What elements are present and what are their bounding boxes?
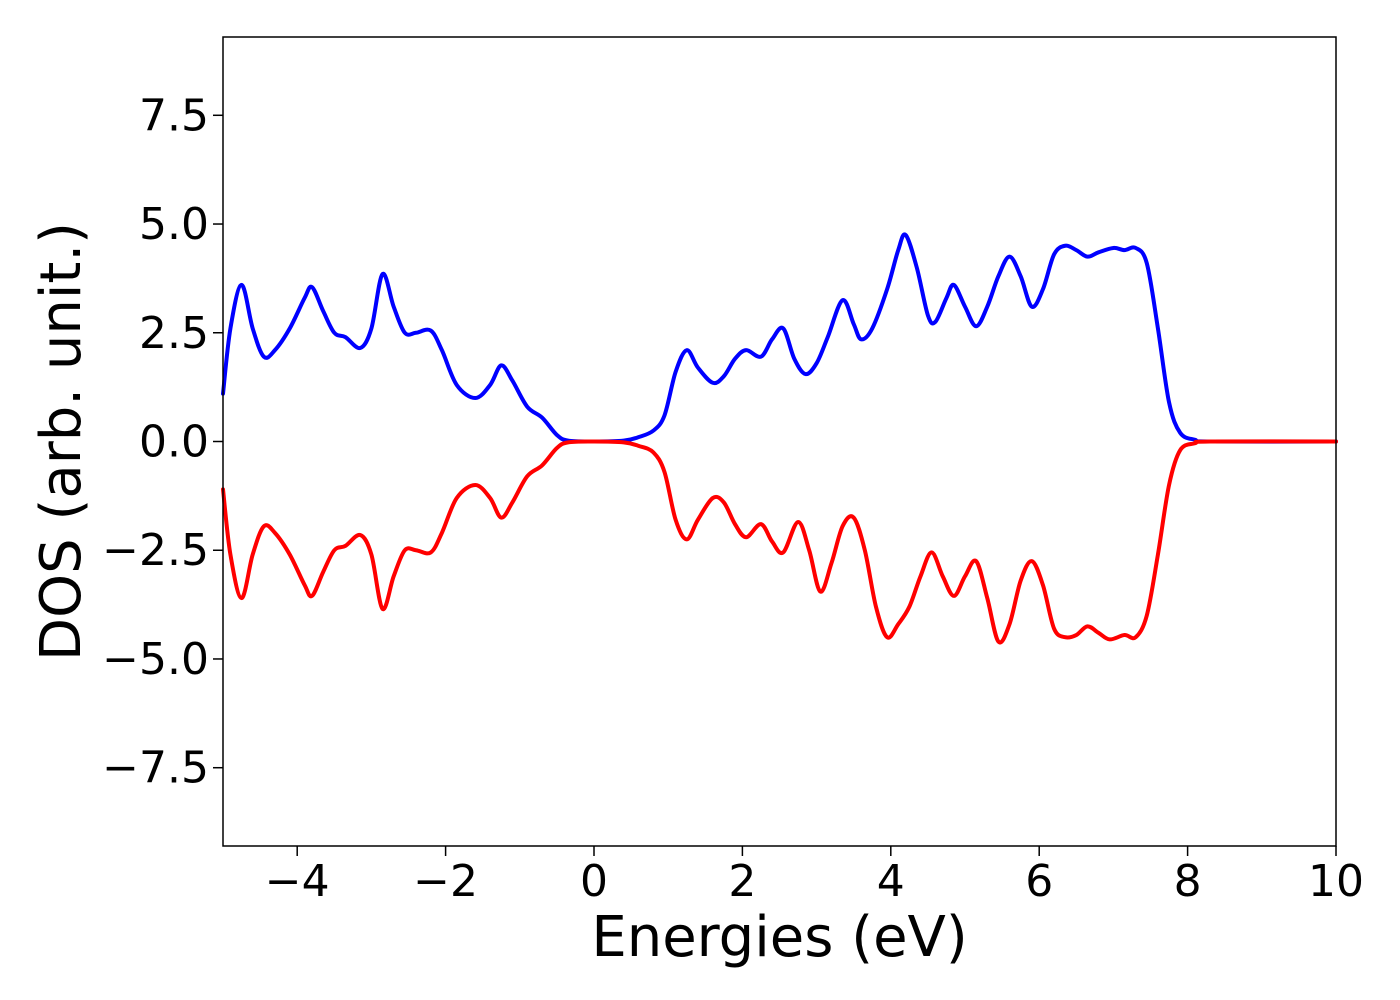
dos-series-line-2 (221, 439, 1338, 645)
x-tick-label: 6 (1025, 856, 1053, 907)
x-axis-ticks: −4 −2 0 2 4 6 8 10 (265, 846, 1364, 907)
x-tick-label: 0 (580, 856, 608, 907)
y-tick-label: 5.0 (139, 199, 209, 250)
x-tick-label: 2 (728, 856, 756, 907)
x-tick-label: 8 (1174, 856, 1202, 907)
x-tick-label: −4 (265, 856, 330, 907)
y-tick-label: 2.5 (139, 308, 209, 359)
x-tick-label: −2 (413, 856, 478, 907)
y-axis-label: DOS (arb. unit.) (29, 222, 94, 661)
y-tick-label: −7.5 (102, 743, 209, 794)
dos-series-line-1 (221, 232, 1338, 444)
y-tick-label: −5.0 (102, 634, 209, 685)
series-layer (221, 232, 1338, 645)
x-axis-label: Energies (eV) (591, 905, 967, 970)
x-tick-label: 4 (877, 856, 905, 907)
x-tick-label: 10 (1308, 856, 1364, 907)
y-tick-label: 0.0 (139, 417, 209, 468)
plot-frame (222, 36, 1337, 847)
y-tick-label: 7.5 (139, 90, 209, 141)
y-tick-label: −2.5 (102, 525, 209, 576)
y-axis-ticks: −7.5 −5.0 −2.5 0.0 2.5 5.0 7.5 (102, 90, 223, 794)
